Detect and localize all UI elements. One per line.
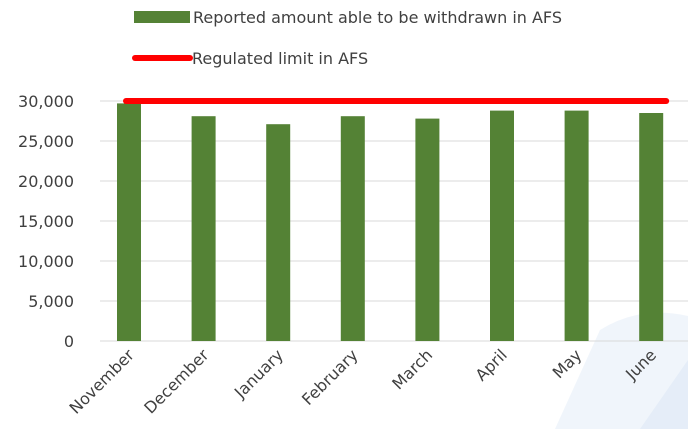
- watermark-shape-2: [640, 360, 688, 429]
- x-tick-label: April: [472, 345, 511, 384]
- y-tick-label: 5,000: [28, 292, 74, 311]
- x-tick-label: February: [298, 345, 362, 409]
- legend-swatch-bar: [134, 11, 190, 23]
- gridlines: [100, 100, 688, 342]
- bar: [191, 116, 216, 341]
- y-tick-label: 20,000: [18, 172, 74, 191]
- bar: [639, 113, 664, 341]
- bar: [266, 124, 291, 341]
- legend-label-line: Regulated limit in AFS: [192, 49, 368, 68]
- y-tick-label: 25,000: [18, 132, 74, 151]
- bar: [564, 110, 589, 341]
- x-tick-label: December: [140, 345, 212, 417]
- x-tick-label: November: [66, 345, 139, 418]
- y-tick-label: 0: [64, 332, 74, 351]
- bar: [490, 110, 514, 341]
- bar: [340, 116, 365, 341]
- legend: Reported amount able to be withdrawn in …: [132, 8, 562, 68]
- x-tick-label: January: [230, 345, 287, 402]
- y-tick-label: 10,000: [18, 252, 74, 271]
- watermark-shape: [555, 312, 688, 429]
- bar: [117, 103, 141, 342]
- bar-series: [117, 103, 664, 342]
- y-tick-label: 15,000: [18, 212, 74, 231]
- x-tick-label: March: [388, 345, 436, 393]
- legend-label-bar: Reported amount able to be withdrawn in …: [193, 8, 562, 27]
- bar: [415, 118, 440, 341]
- y-tick-label: 30,000: [18, 92, 74, 111]
- y-axis: 0 5,000 10,000 15,000 20,000 25,000 30,000: [18, 92, 74, 351]
